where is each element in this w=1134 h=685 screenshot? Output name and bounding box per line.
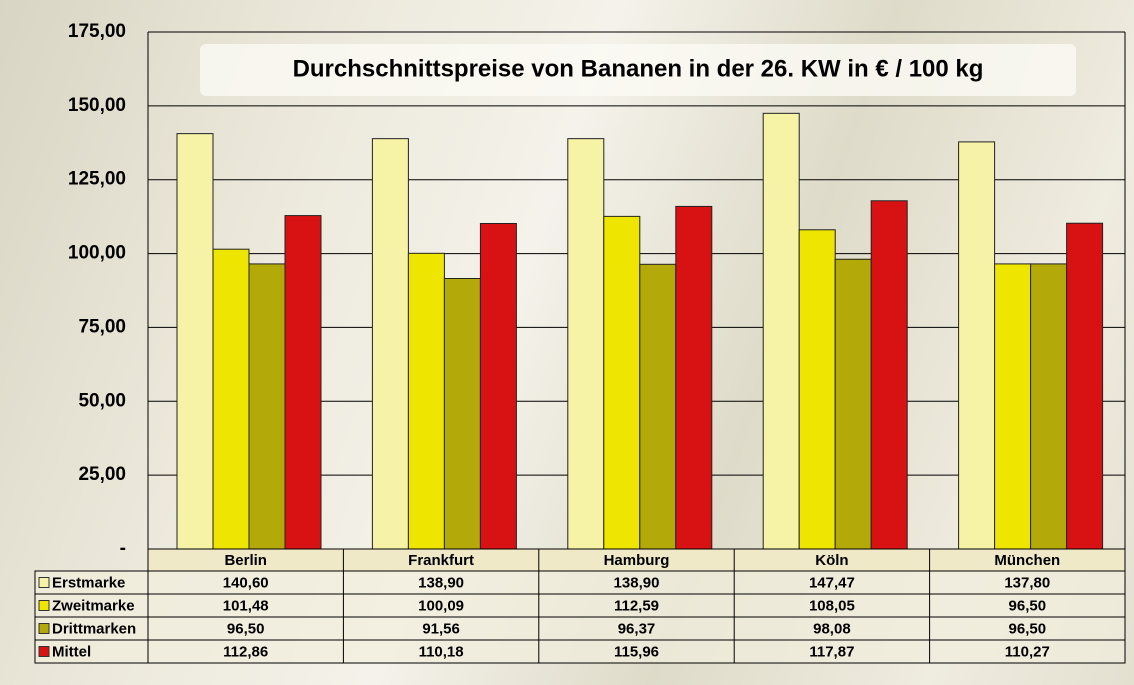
table-value: 91,56 xyxy=(422,620,460,637)
title-box xyxy=(200,44,1076,96)
legend-label: Mittel xyxy=(52,643,91,660)
y-tick-label: - xyxy=(120,538,126,559)
table-value: 96,37 xyxy=(618,620,656,637)
bar xyxy=(870,200,908,550)
bar xyxy=(762,112,800,550)
bar xyxy=(567,138,605,550)
legend-key xyxy=(38,600,50,611)
chart-title: Durchschnittspreise von Bananen in der 2… xyxy=(293,55,984,82)
legend-label: Erstmarke xyxy=(52,574,125,591)
y-tick-label: 125,00 xyxy=(68,169,126,190)
legend-key xyxy=(38,577,50,588)
table-value: 115,96 xyxy=(614,643,659,660)
bar xyxy=(176,133,214,550)
x-tick-label: Köln xyxy=(815,552,848,569)
table-value: 96,50 xyxy=(1009,597,1047,614)
legend-key xyxy=(38,623,50,634)
bar xyxy=(371,138,409,550)
bar xyxy=(834,258,872,550)
table-value: 112,59 xyxy=(614,597,659,614)
bar xyxy=(443,278,481,550)
table-value: 96,50 xyxy=(227,620,265,637)
table-value: 138,90 xyxy=(418,574,464,591)
table-value: 117,87 xyxy=(809,643,854,660)
bar xyxy=(958,141,996,550)
bar xyxy=(994,263,1032,550)
bar xyxy=(212,248,250,550)
table-value: 108,05 xyxy=(809,597,855,614)
y-tick-label: 50,00 xyxy=(78,390,126,411)
y-tick-label: 75,00 xyxy=(78,316,126,337)
y-tick-label: 100,00 xyxy=(68,243,126,264)
table-value: 98,08 xyxy=(813,620,851,637)
bar xyxy=(284,215,322,550)
y-tick-label: 25,00 xyxy=(78,464,126,485)
table-value: 140,60 xyxy=(223,574,269,591)
bar xyxy=(479,222,517,550)
bar xyxy=(248,263,286,550)
y-tick-label: 175,00 xyxy=(68,21,126,42)
legend-key xyxy=(38,646,50,657)
legend-label: Zweitmarke xyxy=(52,597,135,614)
table-value: 137,80 xyxy=(1004,574,1050,591)
legend-label: Drittmarken xyxy=(52,620,136,637)
x-tick-label: Frankfurt xyxy=(408,552,474,569)
table-value: 96,50 xyxy=(1009,620,1047,637)
bar xyxy=(1066,222,1104,550)
y-tick-label: 150,00 xyxy=(68,95,126,116)
bar xyxy=(603,215,641,550)
table-value: 110,18 xyxy=(419,643,464,660)
x-tick-label: Berlin xyxy=(224,552,267,569)
table-value: 138,90 xyxy=(614,574,660,591)
x-tick-label: Hamburg xyxy=(604,552,670,569)
table-value: 100,09 xyxy=(418,597,464,614)
bar xyxy=(639,263,677,550)
x-tick-label: München xyxy=(994,552,1060,569)
bar xyxy=(798,229,836,550)
bar xyxy=(407,252,445,550)
table-value: 112,86 xyxy=(223,643,268,660)
table-value: 147,47 xyxy=(809,574,855,591)
table-value: 110,27 xyxy=(1005,643,1050,660)
bar xyxy=(675,205,713,550)
bar xyxy=(1030,263,1068,550)
table-value: 101,48 xyxy=(223,597,269,614)
